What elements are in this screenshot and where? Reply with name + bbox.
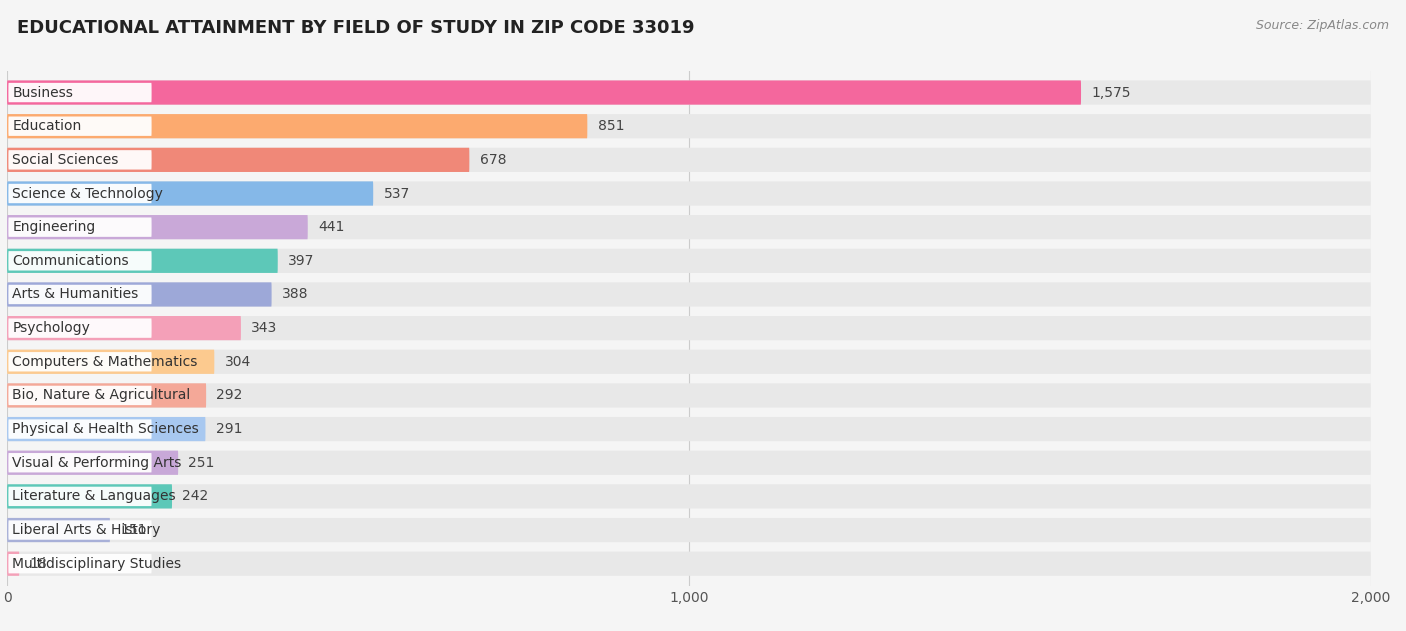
FancyBboxPatch shape [7,249,278,273]
FancyBboxPatch shape [7,417,1371,441]
Text: Multidisciplinary Studies: Multidisciplinary Studies [13,557,181,570]
FancyBboxPatch shape [7,114,588,138]
Text: 304: 304 [225,355,250,369]
FancyBboxPatch shape [7,451,179,475]
FancyBboxPatch shape [8,251,152,271]
FancyBboxPatch shape [7,316,240,340]
Text: 397: 397 [288,254,315,268]
Text: 851: 851 [598,119,624,133]
FancyBboxPatch shape [8,554,152,574]
FancyBboxPatch shape [8,184,152,203]
Text: 441: 441 [318,220,344,234]
Text: 343: 343 [252,321,277,335]
FancyBboxPatch shape [7,80,1371,105]
Text: Arts & Humanities: Arts & Humanities [13,288,139,302]
Text: 151: 151 [121,523,146,537]
Text: Communications: Communications [13,254,129,268]
FancyBboxPatch shape [8,150,152,170]
FancyBboxPatch shape [7,215,1371,239]
Text: Education: Education [13,119,82,133]
Text: 292: 292 [217,389,243,403]
Text: 18: 18 [30,557,48,570]
FancyBboxPatch shape [8,285,152,304]
Text: 242: 242 [183,490,208,504]
FancyBboxPatch shape [8,117,152,136]
FancyBboxPatch shape [7,551,1371,576]
Text: 1,575: 1,575 [1091,86,1130,100]
FancyBboxPatch shape [7,181,1371,206]
Text: Psychology: Psychology [13,321,90,335]
Text: 537: 537 [384,187,409,201]
FancyBboxPatch shape [7,350,214,374]
FancyBboxPatch shape [7,316,1371,340]
Text: 678: 678 [479,153,506,167]
Text: Physical & Health Sciences: Physical & Health Sciences [13,422,200,436]
FancyBboxPatch shape [7,383,1371,408]
Text: Liberal Arts & History: Liberal Arts & History [13,523,160,537]
FancyBboxPatch shape [8,420,152,439]
FancyBboxPatch shape [7,114,1371,138]
FancyBboxPatch shape [8,218,152,237]
FancyBboxPatch shape [7,484,1371,509]
FancyBboxPatch shape [7,148,470,172]
Text: EDUCATIONAL ATTAINMENT BY FIELD OF STUDY IN ZIP CODE 33019: EDUCATIONAL ATTAINMENT BY FIELD OF STUDY… [17,19,695,37]
Text: Computers & Mathematics: Computers & Mathematics [13,355,198,369]
FancyBboxPatch shape [7,551,20,576]
FancyBboxPatch shape [7,249,1371,273]
FancyBboxPatch shape [7,350,1371,374]
FancyBboxPatch shape [7,282,271,307]
FancyBboxPatch shape [7,148,1371,172]
FancyBboxPatch shape [7,383,207,408]
FancyBboxPatch shape [8,521,152,540]
Text: Science & Technology: Science & Technology [13,187,163,201]
Text: 291: 291 [215,422,242,436]
FancyBboxPatch shape [7,215,308,239]
Text: Literature & Languages: Literature & Languages [13,490,176,504]
Text: 251: 251 [188,456,215,469]
FancyBboxPatch shape [8,487,152,506]
FancyBboxPatch shape [8,83,152,102]
FancyBboxPatch shape [7,181,373,206]
FancyBboxPatch shape [8,386,152,405]
FancyBboxPatch shape [8,453,152,473]
Text: Business: Business [13,86,73,100]
FancyBboxPatch shape [7,451,1371,475]
FancyBboxPatch shape [7,484,172,509]
Text: 388: 388 [281,288,308,302]
FancyBboxPatch shape [7,518,1371,542]
Text: Visual & Performing Arts: Visual & Performing Arts [13,456,181,469]
Text: Engineering: Engineering [13,220,96,234]
Text: Social Sciences: Social Sciences [13,153,120,167]
Text: Bio, Nature & Agricultural: Bio, Nature & Agricultural [13,389,191,403]
Text: Source: ZipAtlas.com: Source: ZipAtlas.com [1256,19,1389,32]
FancyBboxPatch shape [7,282,1371,307]
FancyBboxPatch shape [7,417,205,441]
FancyBboxPatch shape [7,80,1081,105]
FancyBboxPatch shape [7,518,110,542]
FancyBboxPatch shape [8,319,152,338]
FancyBboxPatch shape [8,352,152,372]
